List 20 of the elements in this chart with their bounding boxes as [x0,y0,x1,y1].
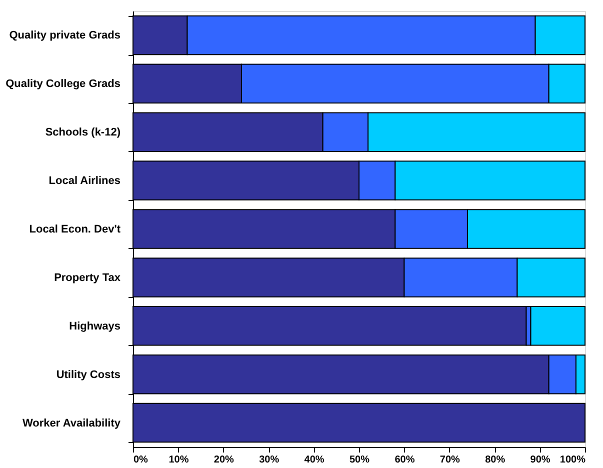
x-tick-label: 90% [530,454,550,466]
y-tick-label: Quality private Grads [9,30,120,42]
x-tick-label: 30% [259,454,280,466]
x-tick-label: 60% [394,454,415,466]
y-tick-label: Local Airlines [48,175,120,188]
y-tick-label: Quality College Grads [6,78,120,90]
y-tick-label: Schools (k-12) [45,126,121,139]
x-tick-label: 10% [168,454,189,466]
x-tick-label: 0% [134,454,148,466]
x-tick-label: 20% [214,454,234,466]
y-tick-label: Property Tax [54,272,122,284]
x-tick-label: 70% [440,454,460,466]
x-tick-label: 50% [349,454,370,466]
y-tick-label: Worker Availability [22,417,122,430]
x-tick-label: 100% [560,454,586,466]
y-tick-label: Local Econ. Dev't [29,224,121,236]
x-tick-label: 80% [485,454,506,466]
x-tick-label: 40% [304,454,324,466]
y-tick-label: Highways [69,320,120,332]
y-tick-label: Utility Costs [56,368,120,381]
